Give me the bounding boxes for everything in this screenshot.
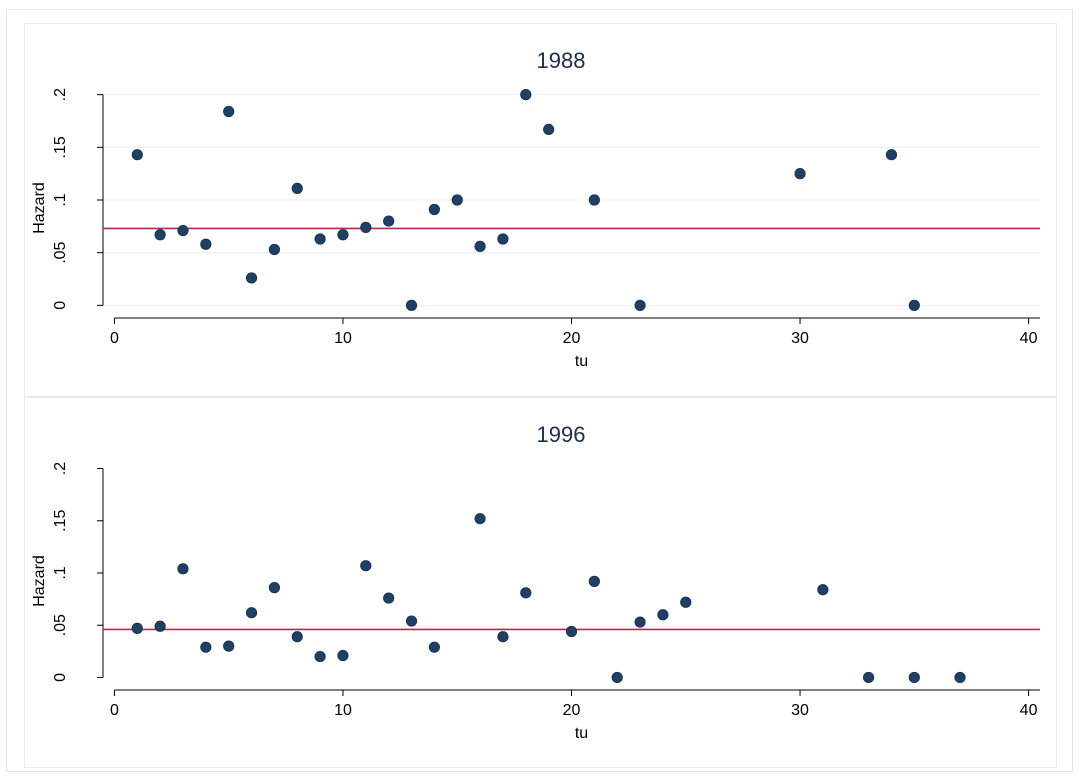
y-tick-label: .15 bbox=[52, 510, 69, 532]
scatter-point bbox=[268, 582, 281, 594]
scatter-point bbox=[245, 607, 258, 619]
scatter-point bbox=[291, 631, 303, 643]
scatter-point bbox=[451, 194, 463, 206]
y-tick-label: .05 bbox=[52, 614, 69, 636]
scatter-point bbox=[314, 650, 326, 663]
y-axis-label: Hazard bbox=[31, 182, 48, 234]
x-tick-label: 30 bbox=[791, 702, 809, 719]
scatter-point bbox=[268, 243, 281, 256]
scatter-point bbox=[657, 609, 669, 621]
data-points bbox=[131, 89, 920, 311]
scatter-point bbox=[177, 224, 189, 237]
scatter-point bbox=[428, 641, 440, 653]
scatter-point bbox=[908, 671, 920, 684]
scatter-point bbox=[200, 238, 212, 250]
y-tick-label: .1 bbox=[52, 566, 69, 579]
scatter-point bbox=[520, 587, 532, 599]
scatter-point bbox=[588, 575, 600, 587]
y-tick-label: .2 bbox=[52, 88, 69, 101]
scatter-point bbox=[405, 299, 418, 311]
x-tick-label: 40 bbox=[1020, 330, 1038, 347]
x-tick-label: 30 bbox=[791, 330, 809, 347]
y-tick-label: .05 bbox=[52, 241, 69, 263]
scatter-point bbox=[360, 560, 372, 572]
scatter-point bbox=[680, 596, 692, 608]
scatter-point bbox=[474, 240, 486, 252]
scatter-point bbox=[817, 584, 829, 596]
scatter-point bbox=[154, 229, 166, 241]
y-tick-label: .15 bbox=[52, 136, 69, 158]
scatter-point bbox=[223, 105, 235, 118]
y-ticks: 0 .05 .1 .15 .2 bbox=[52, 88, 103, 310]
x-tick-label: 40 bbox=[1020, 702, 1038, 719]
x-ticks: 0 10 20 30 40 bbox=[110, 690, 1038, 719]
scatter-point bbox=[177, 563, 189, 575]
y-axis-label: Hazard bbox=[31, 555, 48, 607]
scatter-point bbox=[383, 215, 395, 227]
scatter-point bbox=[634, 616, 646, 628]
scatter-point bbox=[337, 649, 349, 662]
scatter-point bbox=[474, 513, 486, 525]
scatter-point bbox=[383, 592, 395, 604]
x-tick-label: 20 bbox=[563, 330, 581, 347]
scatter-point bbox=[497, 631, 509, 643]
scatter-point bbox=[223, 640, 235, 652]
y-ticks: 0 .05 .1 .15 .2 bbox=[52, 462, 103, 682]
panel-background bbox=[24, 23, 1057, 397]
panel-1996: 1996 0 .05 .1 .15 .2 0 10 20 30 40 Hazard tu bbox=[24, 397, 1057, 768]
scatter-point bbox=[200, 641, 212, 653]
scatter-point bbox=[131, 622, 143, 634]
y-tick-label: .2 bbox=[52, 462, 69, 475]
scatter-point bbox=[428, 203, 440, 216]
scatter-point bbox=[794, 168, 806, 180]
x-axis-label: tu bbox=[575, 353, 588, 370]
scatter-point bbox=[314, 233, 326, 245]
scatter-point bbox=[337, 229, 349, 241]
x-tick-label: 0 bbox=[110, 330, 119, 347]
data-points bbox=[131, 513, 966, 684]
scatter-point bbox=[131, 149, 143, 161]
x-tick-label: 10 bbox=[334, 702, 352, 719]
chart-title: 1996 bbox=[537, 422, 586, 447]
gridlines bbox=[103, 94, 1040, 306]
scatter-point bbox=[405, 615, 418, 627]
scatter-point bbox=[245, 272, 258, 284]
scatter-point bbox=[862, 671, 875, 684]
y-tick-label: 0 bbox=[52, 673, 69, 682]
scatter-point bbox=[497, 233, 509, 245]
scatter-point bbox=[291, 182, 303, 195]
x-tick-label: 10 bbox=[334, 330, 352, 347]
scatter-point bbox=[634, 299, 646, 311]
y-tick-label: 0 bbox=[52, 301, 69, 310]
y-tick-label: .1 bbox=[52, 193, 69, 206]
scatter-point bbox=[885, 149, 898, 161]
x-tick-label: 0 bbox=[110, 702, 119, 719]
scatter-point bbox=[611, 671, 623, 684]
x-axis-label: tu bbox=[575, 725, 588, 742]
x-tick-label: 20 bbox=[563, 702, 581, 719]
scatter-point bbox=[908, 299, 920, 311]
scatter-point bbox=[543, 123, 555, 136]
scatter-point bbox=[565, 625, 578, 638]
scatter-point bbox=[954, 671, 966, 684]
scatter-point bbox=[588, 194, 600, 206]
scatter-point bbox=[360, 221, 372, 233]
x-ticks: 0 10 20 30 40 bbox=[110, 318, 1038, 347]
panel-1988: 1988 0 .05 .1 .15 .2 0 10 20 30 40 Hazard tu bbox=[24, 23, 1057, 397]
panel-background bbox=[24, 397, 1057, 768]
chart-title: 1988 bbox=[537, 48, 586, 73]
scatter-point bbox=[154, 620, 166, 632]
scatter-point bbox=[520, 89, 532, 101]
